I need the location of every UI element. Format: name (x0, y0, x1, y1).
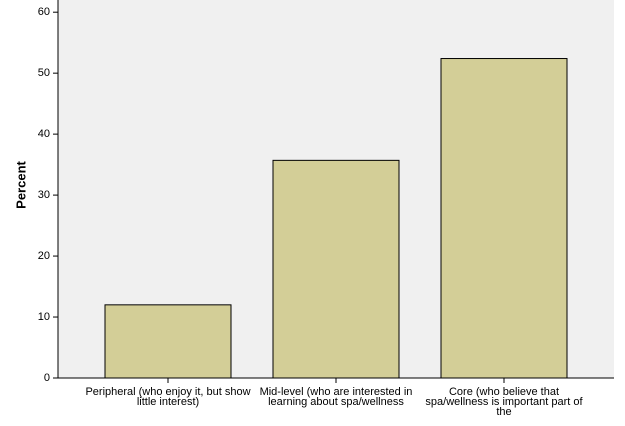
y-tick-label: 50 (38, 67, 50, 79)
y-tick-label: 20 (38, 250, 50, 262)
bar (272, 159, 400, 379)
y-tick-label: 0 (44, 372, 50, 384)
y-tick-label: 10 (38, 311, 50, 323)
bar (440, 58, 568, 379)
bar (104, 304, 232, 379)
y-tick-label: 30 (38, 189, 50, 201)
x-tick-label: Mid-level (who are interested in learnin… (259, 386, 413, 408)
y-tick-label: 60 (38, 6, 50, 18)
x-tick-label: Core (who believe that spa/wellness is i… (425, 386, 583, 418)
y-axis-label: Percent (13, 160, 28, 208)
y-tick-label: 40 (38, 128, 50, 140)
x-tick-label: Peripheral (who enjoy it, but show littl… (85, 386, 251, 408)
